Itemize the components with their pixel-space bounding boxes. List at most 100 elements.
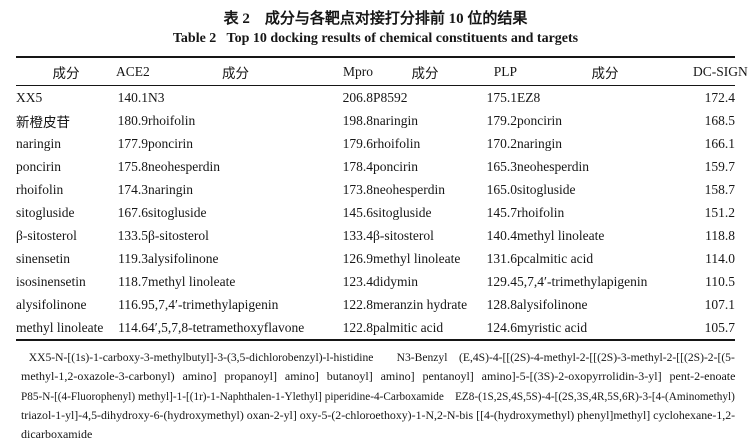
score-cell: 140.1 xyxy=(117,89,148,105)
score-cell: 118.7 xyxy=(118,273,148,289)
score-cell: 173.8 xyxy=(342,181,373,197)
table-row: methyl linoleate 114.6 4′,5,7,8-tetrametho… xyxy=(16,316,735,340)
table-row: poncirin 175.8 neohesperdin 178.4 poncirin 16… xyxy=(16,155,735,178)
constituent-cell: alysifolinone xyxy=(517,296,588,312)
score-cell: 123.4 xyxy=(342,273,373,289)
constituent-cell: 5,7,4′-trimethylapigenin xyxy=(517,273,648,289)
footnote-line: XX5-N-[(1s)-1-carboxy-3-methylbutyl]-3-(… xyxy=(28,350,735,364)
constituent-cell: neohesperdin xyxy=(148,158,220,174)
score-cell: 166.1 xyxy=(704,135,735,151)
score-cell: 145.7 xyxy=(486,204,517,220)
constituent-cell: rhoifolin xyxy=(16,181,64,197)
constituent-cell: 5,7,4′-trimethylapigenin xyxy=(148,296,279,312)
score-cell: 110.5 xyxy=(705,273,735,289)
score-cell: 114.0 xyxy=(705,250,735,266)
score-cell: 165.3 xyxy=(486,158,517,174)
score-cell: 116.9 xyxy=(118,296,148,312)
score-cell: 179.2 xyxy=(486,112,517,128)
constituent-cell: meranzin hydrate xyxy=(373,296,468,312)
table-header-row: 成分 ACE2 成分 Mpro 成分 PLP 成分 DC-SIGN xyxy=(16,57,748,86)
score-cell: 168.5 xyxy=(704,112,735,128)
score-cell: 170.2 xyxy=(486,135,517,151)
constituent-cell: myristic acid xyxy=(517,319,588,335)
constituent-cell: poncirin xyxy=(517,112,562,128)
score-cell: 129.4 xyxy=(486,273,517,289)
constituent-header: 成分 xyxy=(148,57,323,86)
score-cell: 167.6 xyxy=(117,204,148,220)
footnote-line: P85-N-[(4-Fluorophenyl) methyl]-1-[(1r)-… xyxy=(21,388,735,403)
constituent-cell: poncirin xyxy=(16,158,61,174)
score-cell: 105.7 xyxy=(704,319,735,335)
constituent-cell: naringin xyxy=(373,112,418,128)
constituent-cell: EZ8 xyxy=(517,89,541,105)
score-cell: 177.9 xyxy=(117,135,148,151)
constituent-cell: isosinensetin xyxy=(16,273,86,289)
target-score-header: PLP xyxy=(477,57,517,86)
table-title-zh: 表 2 成分与各靶点对接打分排前 10 位的结果 xyxy=(223,11,528,27)
footnote-line: triazol-1-yl]-4,5-dihydroxy-6-(hydroxyme… xyxy=(21,407,736,422)
table-row: rhoifolin 174.3 naringin 173.8 neohesperdin 1… xyxy=(16,178,735,201)
score-cell: 124.6 xyxy=(486,319,517,335)
footnote-line: dicarboxamide xyxy=(21,427,93,442)
constituent-cell: naringin xyxy=(148,181,193,197)
constituent-cell: N3 xyxy=(148,89,165,105)
score-cell: 126.9 xyxy=(342,250,373,266)
score-cell: 114.6 xyxy=(118,319,148,335)
constituent-cell: poncirin xyxy=(148,135,193,151)
constituent-cell: methyl linoleate xyxy=(517,227,605,243)
score-cell: 133.5 xyxy=(117,227,148,243)
score-cell: 198.8 xyxy=(342,112,373,128)
constituent-cell: β-sitosterol xyxy=(16,227,77,243)
table-row: isosinensetin 118.7 methyl linoleate 123.4 d… xyxy=(16,270,735,293)
constituent-cell: pcalmitic acid xyxy=(517,250,594,266)
constituent-cell: β-sitosterol xyxy=(148,227,209,243)
footnote-line: methyl-1,2-oxazole-3-carbonyl) amino] pr… xyxy=(21,369,736,384)
constituent-cell: 4′,5,7,8-tetramethoxyflavone xyxy=(148,319,305,335)
score-cell: 172.4 xyxy=(704,89,735,105)
constituent-header: 成分 xyxy=(373,57,477,86)
score-cell: 122.8 xyxy=(342,296,373,312)
constituent-cell: alysifolinone xyxy=(16,296,87,312)
score-cell: 175.8 xyxy=(117,158,148,174)
score-cell: 133.4 xyxy=(342,227,373,243)
table-row: β-sitosterol 133.5 β-sitosterol 133.4 β-sito… xyxy=(16,224,735,247)
score-cell: 118.8 xyxy=(705,227,735,243)
score-cell: 151.2 xyxy=(704,204,735,220)
score-cell: 119.3 xyxy=(118,250,148,266)
score-cell: 179.6 xyxy=(342,135,373,151)
table-row: XX5 140.1 N3 206.8 P8592 175.1 EZ8 172.4 xyxy=(16,86,735,110)
score-cell: 140.4 xyxy=(486,227,517,243)
constituent-cell: rhoifolin xyxy=(517,204,565,220)
constituent-cell: alysifolinone xyxy=(148,250,219,266)
constituent-cell: rhoifolin xyxy=(148,112,196,128)
score-cell: 145.6 xyxy=(342,204,373,220)
constituent-cell: naringin xyxy=(16,135,61,151)
table-row: naringin 177.9 poncirin 179.6 rhoifolin 170.2… xyxy=(16,132,735,155)
constituent-cell: methyl linoleate xyxy=(373,250,461,266)
score-cell: 180.9 xyxy=(117,112,148,128)
constituent-cell: sinensetin xyxy=(16,250,70,266)
constituent-cell: poncirin xyxy=(373,158,418,174)
score-cell: 178.4 xyxy=(342,158,373,174)
table-title-en: Table 2 Top 10 docking results of chemic… xyxy=(172,31,579,46)
score-cell: 159.7 xyxy=(704,158,735,174)
constituent-header: 成分 xyxy=(517,57,693,86)
constituent-cell: sitogluside xyxy=(148,204,207,220)
constituent-cell: methyl linoleate xyxy=(16,319,104,335)
table-footnote: XX5-N-[(1s)-1-carboxy-3-methylbutyl]-3-(… xyxy=(21,348,735,444)
table-row: 新橙皮苷 180.9 rhoifolin 198.8 naringin 179.2 ponc… xyxy=(16,109,735,132)
constituent-cell: XX5 xyxy=(16,89,43,105)
table-row: sinensetin 119.3 alysifolinone 126.9 methyl … xyxy=(16,247,735,270)
score-cell: 165.0 xyxy=(486,181,517,197)
table-row: alysifolinone 116.9 5,7,4′-trimethylapigen… xyxy=(16,293,735,316)
constituent-cell: 新橙皮苷 xyxy=(16,114,70,130)
constituent-cell: rhoifolin xyxy=(373,135,421,151)
target-score-header: ACE2 xyxy=(116,57,150,86)
constituent-cell: naringin xyxy=(517,135,562,151)
score-cell: 128.8 xyxy=(486,296,517,312)
score-cell: 175.1 xyxy=(486,89,517,105)
target-score-header: Mpro xyxy=(323,57,373,86)
score-cell: 174.3 xyxy=(117,181,148,197)
constituent-cell: sitogluside xyxy=(16,204,75,220)
constituent-cell: palmitic acid xyxy=(373,319,444,335)
